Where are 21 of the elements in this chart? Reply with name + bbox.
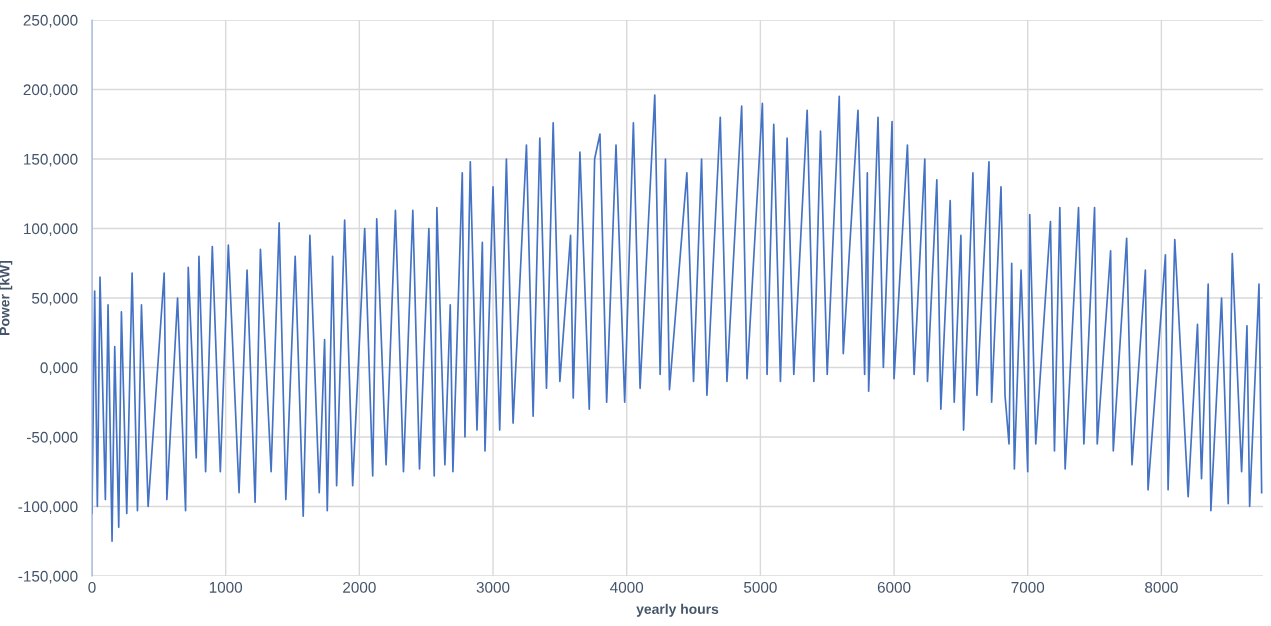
x-tick-label: 8000 (1145, 581, 1178, 593)
y-axis-title: Power [kW] (0, 260, 13, 335)
y-tick-label: -150,000 (18, 570, 78, 584)
y-tick-label: 0,000 (40, 362, 78, 375)
y-tick-label: 200,000 (23, 84, 78, 97)
line-series (92, 94, 1263, 543)
x-tick-label: 1000 (209, 581, 243, 593)
x-axis-title: yearly hours (636, 603, 719, 617)
x-tick-label: 0 (88, 581, 96, 593)
x-tick-label: 3000 (476, 581, 510, 593)
x-tick-label: 4000 (610, 581, 644, 593)
y-tick-label: 250,000 (23, 14, 78, 28)
x-tick-label: 6000 (877, 581, 911, 593)
x-tick-label: 5000 (744, 581, 777, 593)
y-tick-label: -100,000 (18, 501, 78, 514)
y-tick-label: -50,000 (26, 431, 78, 445)
y-tick-label: 50,000 (32, 292, 78, 306)
x-tick-label: 7000 (1011, 581, 1045, 593)
y-tick-label: 100,000 (24, 223, 78, 236)
y-tick-label: 150,000 (24, 153, 78, 167)
x-tick-label: 2000 (343, 581, 376, 593)
